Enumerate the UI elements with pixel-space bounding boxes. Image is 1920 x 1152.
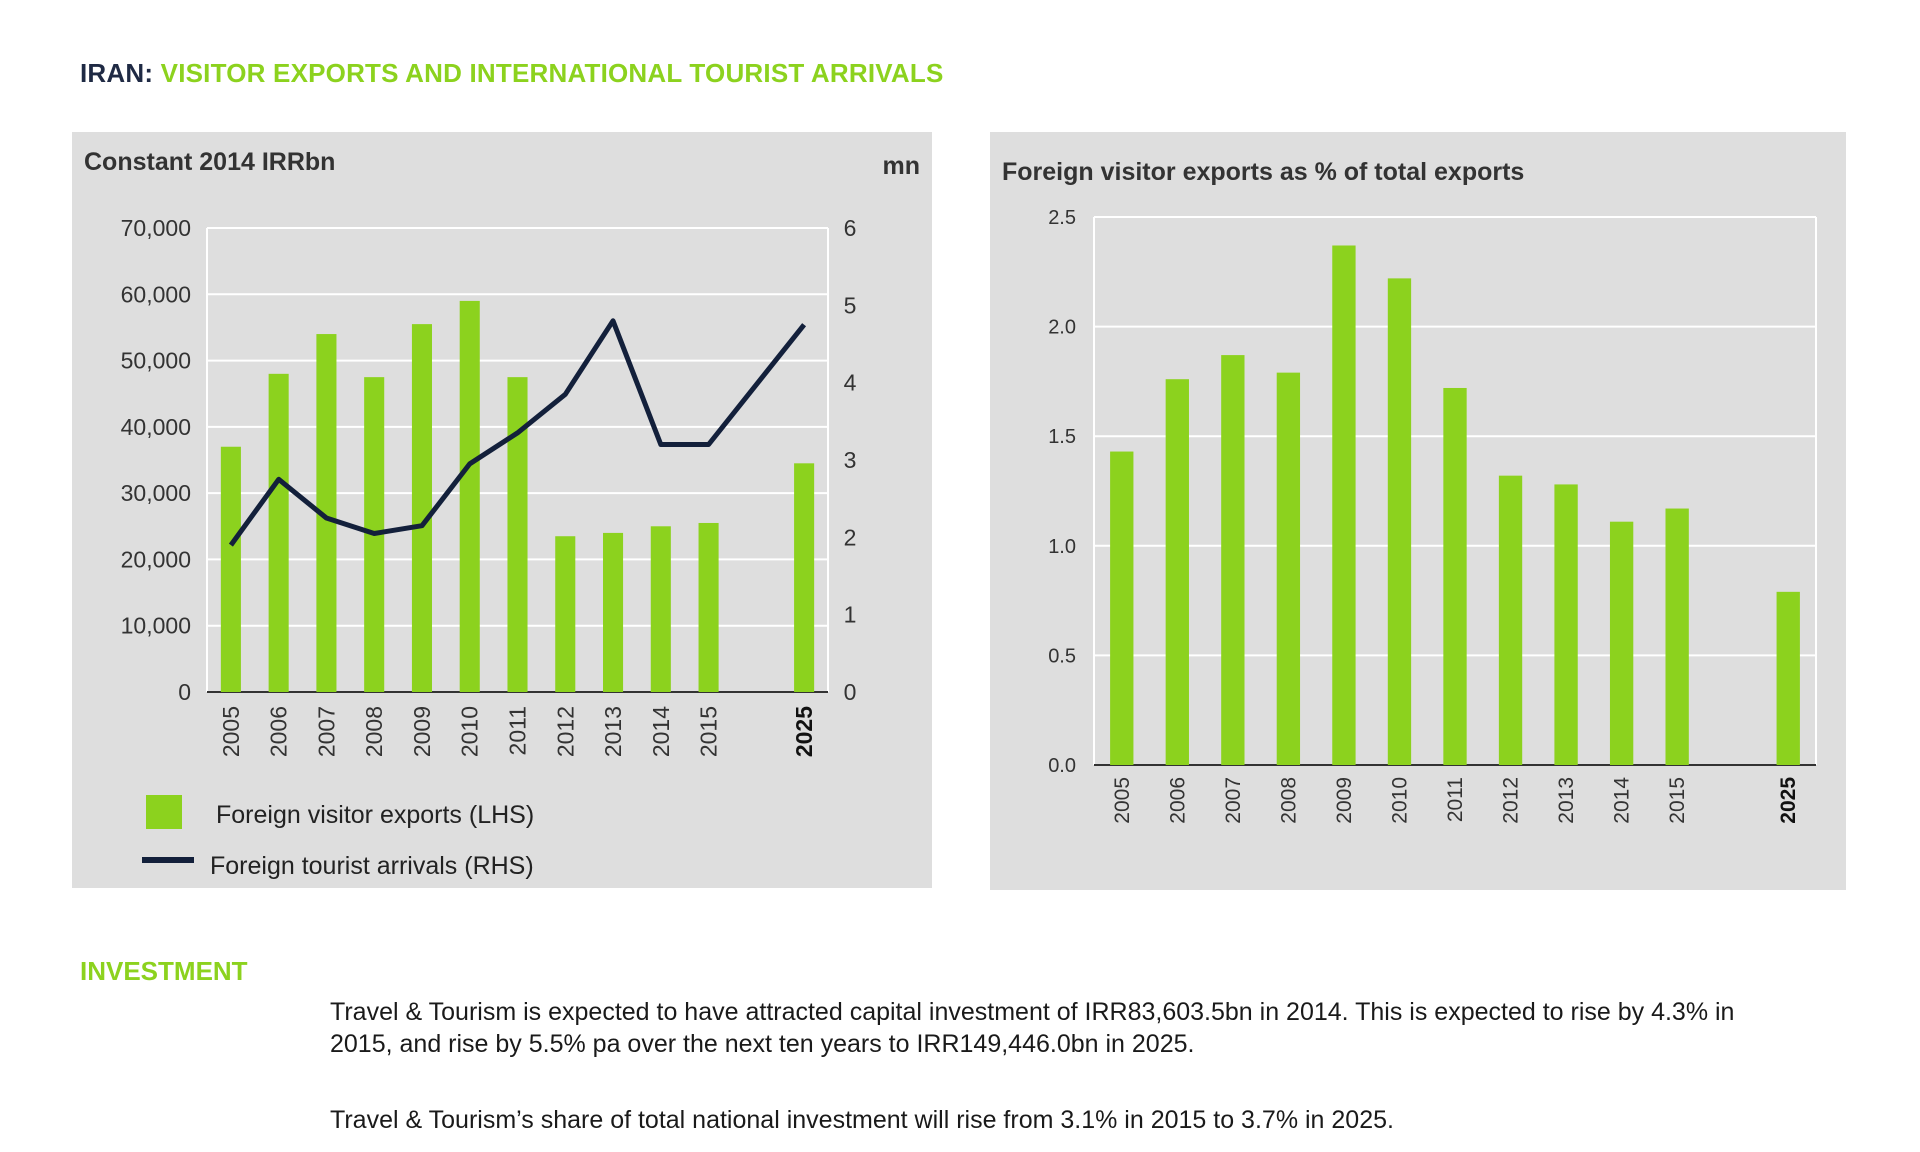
share-bar-2014 [1609,521,1634,765]
exports-share-chart: Foreign visitor exports as % of total ex… [1002,158,1817,824]
right-x-tick-label-2006: 2006 [1166,777,1189,824]
exports-bar-2012 [555,536,576,692]
right-x-tick-label-2010: 2010 [1388,777,1411,824]
right-chart-y-tick-label: 0.0 [1048,755,1076,777]
exports-bar-2014 [650,526,671,692]
share-bar-2012 [1498,475,1523,765]
left-axis-tick-label: 60,000 [121,281,191,307]
right-axis-tick-label: 6 [844,215,857,241]
exports-share-chart-panel: Foreign visitor exports as % of total ex… [990,132,1846,890]
right-axis-tick-label: 2 [844,524,857,550]
left-axis-tick-label: 20,000 [121,546,191,572]
right-chart-title: Foreign visitor exports as % of total ex… [1002,158,1524,186]
investment-paragraph-1: Travel & Tourism is expected to have att… [330,998,1735,1058]
left-axis-tick-label: 0 [178,679,191,705]
right-chart-y-tick-label: 2.5 [1048,207,1076,229]
x-tick-label-2011: 2011 [505,706,531,755]
right-chart-y-tick-label: 1.0 [1048,536,1076,558]
share-bar-2015 [1665,508,1689,765]
right-chart-y-tick-label: 0.5 [1048,645,1076,667]
right-axis-tick-label: 3 [844,447,857,473]
left-axis-tick-label: 10,000 [121,613,191,639]
share-bar-2010 [1387,278,1412,765]
share-bar-2005 [1110,451,1134,765]
right-axis-tick-label: 4 [844,370,857,396]
exports-bar-2006 [268,373,289,692]
exports-bar-2009 [411,324,432,692]
share-bar-2007 [1221,355,1245,765]
left-axis-tick-label: 50,000 [121,348,191,374]
page-title-subtitle: VISITOR EXPORTS AND INTERNATIONAL TOURIS… [160,58,944,88]
left-axis-tick-label: 30,000 [121,480,191,506]
right-axis-tick-label: 0 [844,679,857,705]
legend-label-arrivals: Foreign tourist arrivals (RHS) [210,852,534,880]
exports-bar-2015 [698,522,719,692]
right-x-tick-label-2015: 2015 [1666,777,1689,824]
right-x-tick-label-2011: 2011 [1444,777,1467,822]
share-bar-2011 [1443,387,1467,765]
right-x-tick-label-2014: 2014 [1611,777,1634,824]
exports-bar-2013 [603,532,624,692]
right-x-tick-label-2013: 2013 [1555,777,1578,824]
x-tick-label-2012: 2012 [552,706,578,757]
investment-paragraph-2: Travel & Tourism’s share of total nation… [330,1106,1394,1134]
arrivals-line [228,318,807,547]
right-x-tick-label-2012: 2012 [1500,777,1523,824]
right-chart-y-tick-label: 1.5 [1048,426,1076,448]
x-tick-label-2010: 2010 [457,706,483,757]
exports-bar-2007 [316,334,337,692]
x-tick-label-2014: 2014 [648,706,674,757]
page-title-country: IRAN: [80,58,154,88]
left-axis-tick-label: 40,000 [121,414,191,440]
right-axis-tick-label: 5 [844,292,857,318]
x-tick-label-2008: 2008 [361,706,387,757]
right-x-tick-label-2009: 2009 [1333,777,1356,824]
page-title: IRAN: VISITOR EXPORTS AND INTERNATIONAL … [80,58,943,89]
x-tick-label-2009: 2009 [409,706,435,757]
x-tick-label-2007: 2007 [313,706,339,757]
right-chart-y-tick-label: 2.0 [1048,317,1076,339]
share-bar-2013 [1554,484,1578,765]
share-bar-2006 [1165,379,1189,765]
exports-arrivals-chart-panel: Constant 2014 IRRbn mn 0 10,000 20,000 30,000… [72,132,932,888]
x-tick-label-2005: 2005 [218,706,244,757]
left-chart-title: Constant 2014 IRRbn [84,148,335,176]
investment-heading: INVESTMENT [80,956,248,986]
exports-arrivals-chart: Constant 2014 IRRbn mn 0 10,000 20,000 30,000… [84,148,921,880]
share-bar-2009 [1332,245,1356,766]
share-bar-2008 [1276,372,1301,765]
right-axis-unit-label: mn [883,152,921,180]
right-x-tick-label-2025: 2025 [1777,777,1800,824]
x-tick-label-2015: 2015 [696,706,722,757]
share-bar-2025 [1776,591,1800,765]
x-tick-label-2013: 2013 [600,706,626,757]
right-x-tick-label-2005: 2005 [1111,777,1134,824]
exports-bar-2010 [459,300,480,692]
legend-label-exports: Foreign visitor exports (LHS) [216,801,534,829]
x-tick-label-2006: 2006 [266,706,292,757]
legend-swatch-exports [146,795,182,829]
exports-bar-2025 [794,463,815,692]
left-axis-tick-label: 70,000 [121,215,191,241]
x-tick-label-2025: 2025 [791,706,817,757]
exports-bar-2011 [507,377,528,692]
right-x-tick-label-2008: 2008 [1277,777,1300,824]
right-x-tick-label-2007: 2007 [1222,777,1245,824]
exports-bar-2005 [220,446,241,692]
right-axis-tick-label: 1 [844,602,857,628]
